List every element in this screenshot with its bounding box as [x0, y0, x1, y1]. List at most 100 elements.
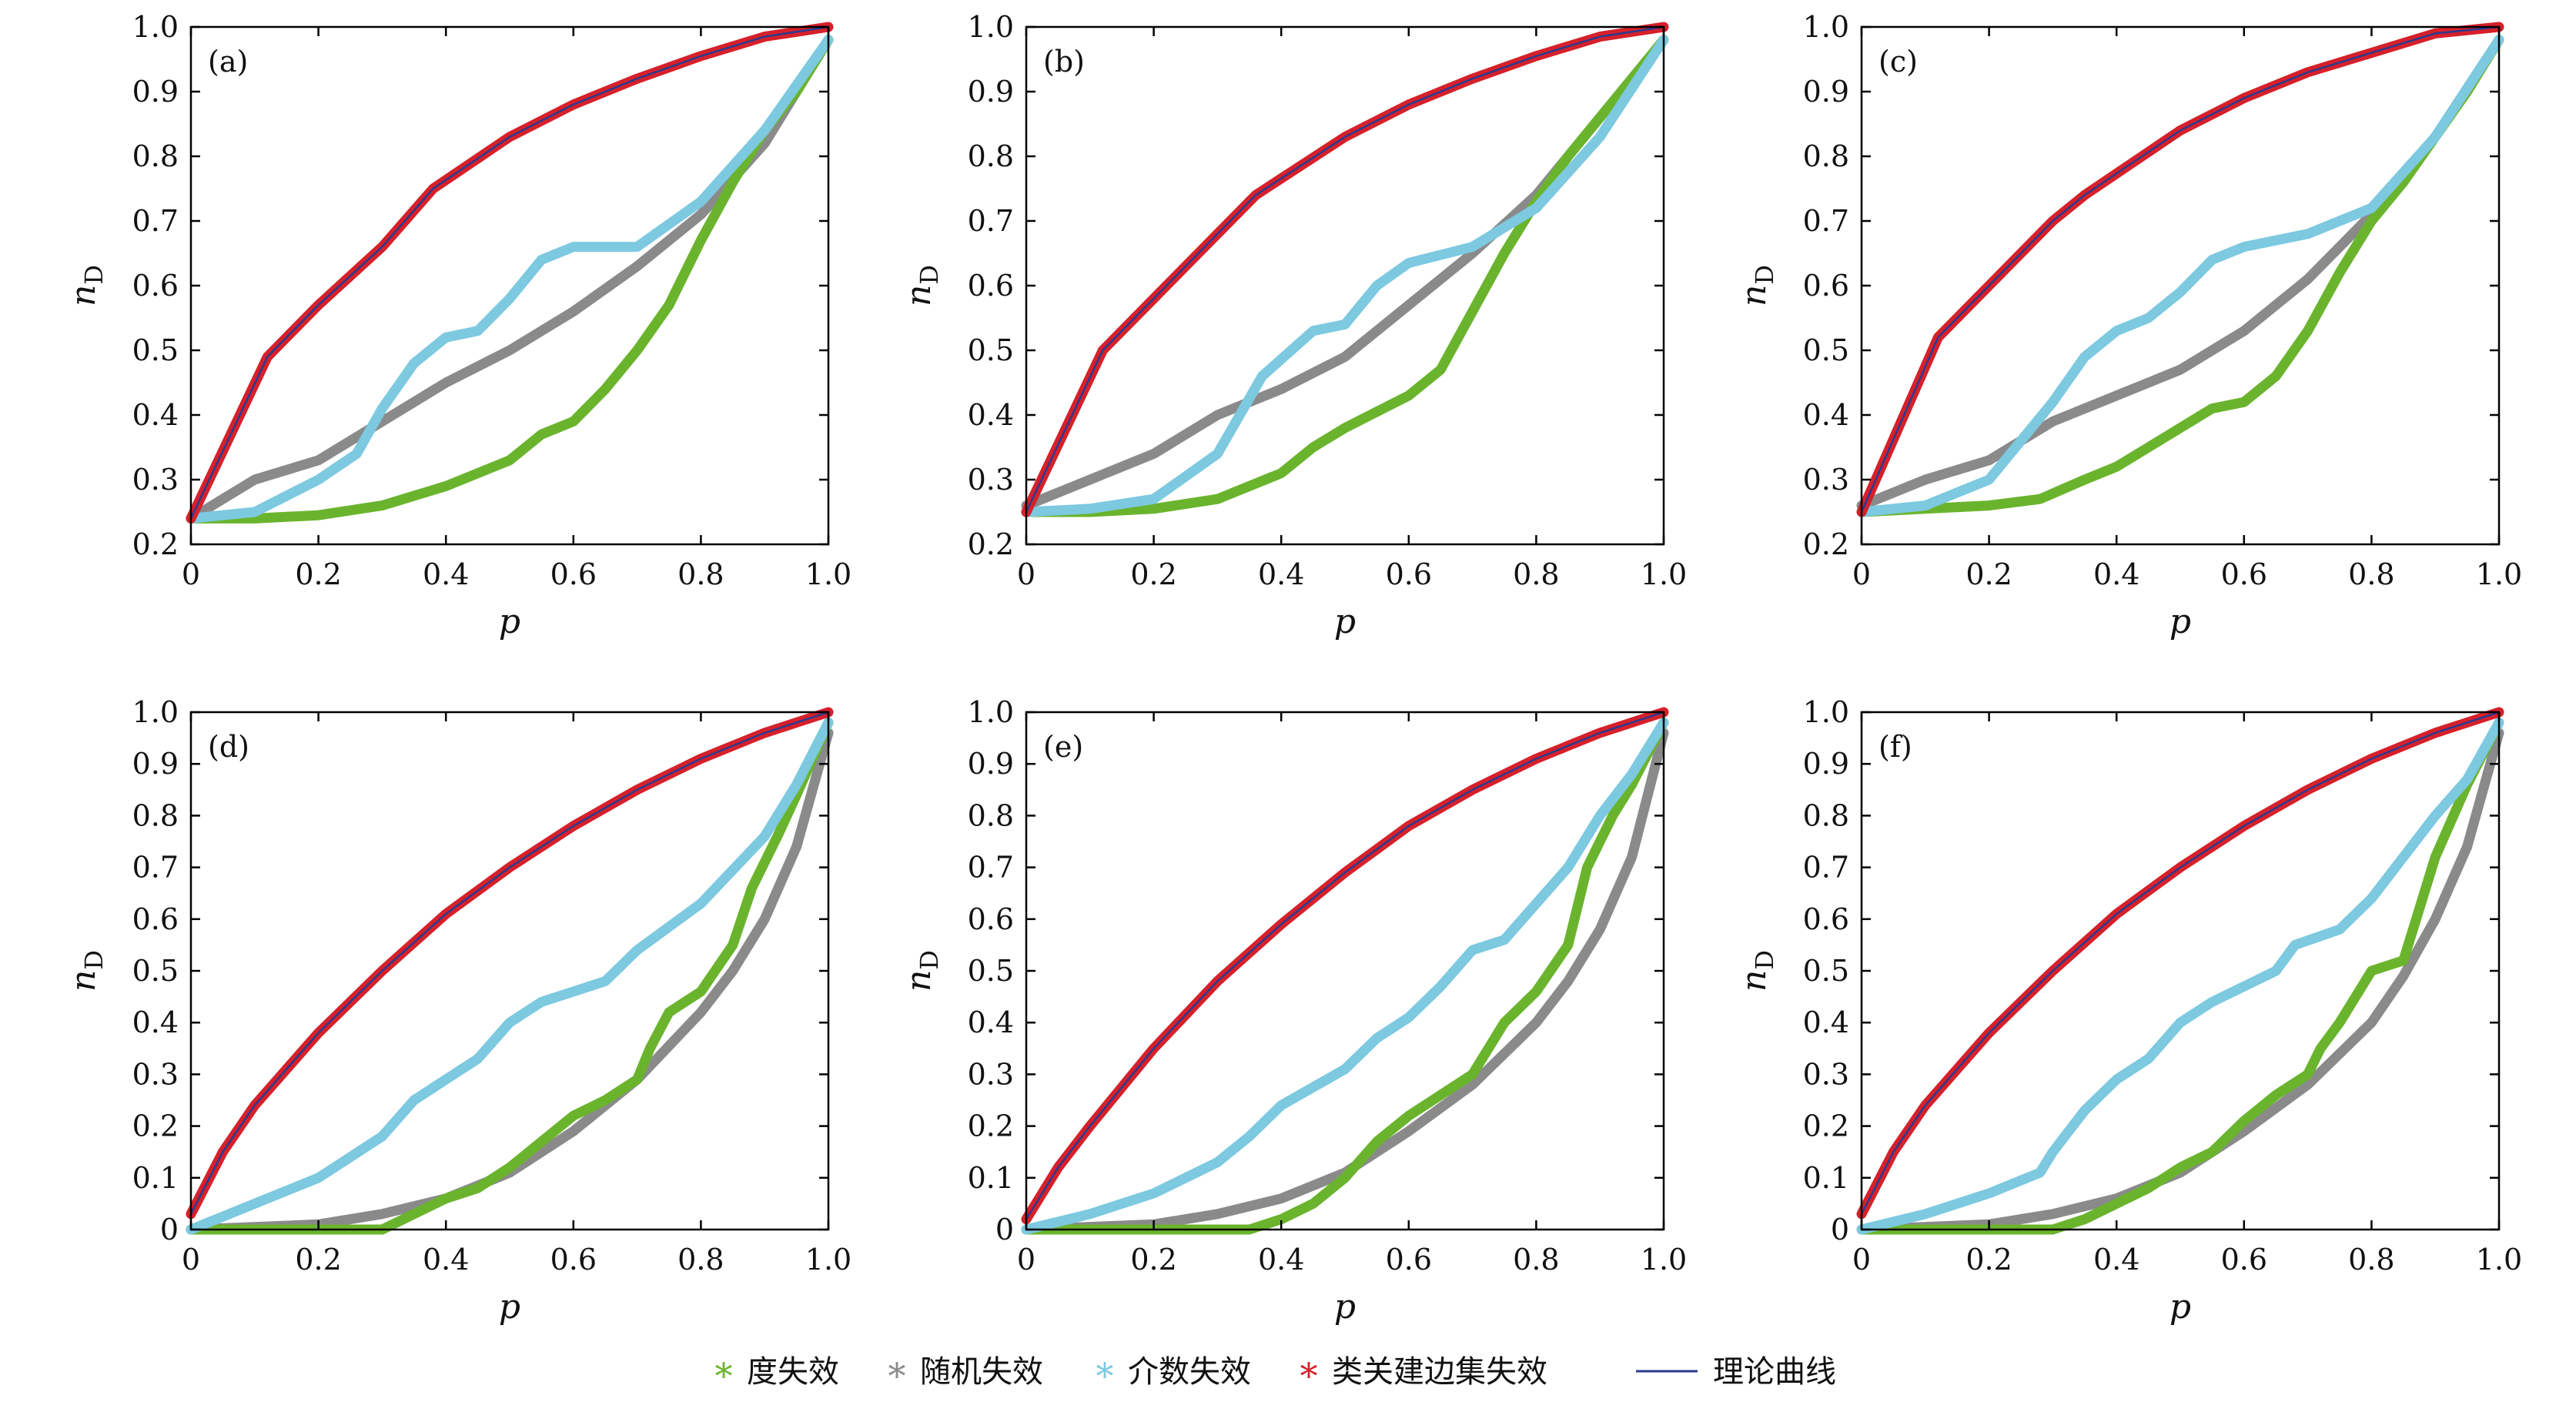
- x-tick-label: 0.8: [677, 557, 724, 591]
- betweenness-series: [1021, 717, 1669, 1235]
- y-tick-label: 0.7: [968, 851, 1014, 885]
- x-tick-label: 0.8: [1513, 1243, 1559, 1277]
- degree-series: [1021, 35, 1669, 517]
- degree-series: [1856, 35, 2504, 517]
- y-tick-label: 0.5: [132, 954, 179, 988]
- x-tick-label: 0: [1852, 1243, 1871, 1277]
- y-axis-label-sub: D: [79, 265, 109, 285]
- panel-a: 0 0.2 0.4 0.6 0.8 1.00.20.30.40.50.60.70.80.9…: [64, 10, 851, 641]
- y-tick-label: 0.9: [968, 747, 1014, 781]
- degree-series: [1021, 717, 1669, 1235]
- y-tick-label: 0.8: [132, 139, 179, 173]
- y-tick-label: 0: [160, 1213, 179, 1246]
- x-tick-label: 1.0: [1641, 1243, 1687, 1277]
- panel-b: 0 0.2 0.4 0.6 0.8 1.00.20.30.40.50.60.70.80.9…: [899, 10, 1687, 641]
- x-tick-label: 0.2: [295, 557, 341, 591]
- x-tick-label: 0.2: [1130, 1243, 1176, 1277]
- y-tick-label: 0.4: [132, 398, 179, 432]
- panel-tag: (d): [208, 730, 249, 764]
- panel-c: 0 0.2 0.4 0.6 0.8 1.00.20.30.40.50.60.70.80.9…: [1735, 10, 2522, 641]
- y-tick-label: 0.6: [1803, 269, 1849, 303]
- x-tick-label: 0: [1017, 1243, 1035, 1277]
- y-tick-label: 0.4: [1803, 398, 1849, 432]
- y-tick-label: 0.2: [132, 527, 179, 561]
- y-tick-label: 0.5: [132, 333, 179, 367]
- x-tick-label: 0.4: [2093, 557, 2139, 591]
- y-tick-label: 0.3: [132, 463, 179, 497]
- chart-panels: 0 0.2 0.4 0.6 0.8 1.00.20.30.40.50.60.70.80.9…: [64, 10, 2522, 1327]
- legend: * 度失效 * 随机失效 * 介数失效 * 类关建边集失效 理论曲线: [715, 1354, 1837, 1397]
- x-tick-label: 0.8: [2348, 557, 2394, 591]
- x-tick-label: 0.4: [1258, 1243, 1304, 1277]
- x-tick-label: 0.2: [1965, 1243, 2012, 1277]
- y-tick-label: 0.8: [1803, 139, 1849, 173]
- x-axis-label: p: [2170, 602, 2191, 641]
- y-axis-label-main: n: [1735, 970, 1774, 992]
- y-axis-label-main: n: [899, 285, 938, 306]
- x-tick-label: 0: [182, 1243, 200, 1277]
- y-tick-label: 0.2: [1803, 527, 1849, 561]
- y-axis-label-main: n: [64, 970, 103, 992]
- betweenness-series: [186, 35, 834, 524]
- theory-curve: [189, 25, 829, 519]
- random-series: [186, 35, 834, 524]
- y-axis-label: nD: [1735, 950, 1779, 992]
- x-tick-label: 1.0: [2476, 1243, 2522, 1277]
- legend-star-marker: *: [1300, 1355, 1318, 1397]
- plot-frame: [1025, 711, 1665, 1231]
- theory-curve: [1860, 25, 2500, 513]
- y-tick-label: 1.0: [132, 695, 179, 729]
- edgeset-series: [1856, 22, 2504, 517]
- y-tick-label: 0.7: [1803, 851, 1849, 885]
- theory-curve: [1025, 711, 1664, 1220]
- y-tick-label: 0.2: [1803, 1109, 1849, 1143]
- y-tick-label: 0.3: [1803, 1057, 1849, 1091]
- y-tick-label: 0.6: [132, 269, 179, 303]
- x-tick-label: 0.6: [2221, 1243, 2267, 1277]
- y-tick-label: 0.8: [132, 798, 179, 832]
- betweenness-series: [186, 717, 834, 1235]
- y-tick-label: 0: [995, 1213, 1014, 1246]
- x-tick-label: 1.0: [805, 1243, 851, 1277]
- x-tick-label: 0.6: [2221, 557, 2267, 591]
- betweenness-series: [1856, 35, 2504, 517]
- x-tick-label: 0.8: [2348, 1243, 2394, 1277]
- x-tick-label: 0.4: [423, 1243, 469, 1277]
- y-axis-label: nD: [64, 265, 109, 306]
- y-tick-label: 0.6: [1803, 902, 1849, 936]
- panel-tag: (f): [1878, 730, 1912, 764]
- y-tick-label: 0.9: [1803, 747, 1849, 781]
- y-axis-label-main: n: [64, 285, 103, 306]
- y-axis-label-main: n: [899, 970, 938, 992]
- x-axis-label: p: [1334, 602, 1356, 641]
- y-tick-label: 0.5: [968, 333, 1014, 367]
- legend-label-theory: 理论曲线: [1713, 1354, 1836, 1390]
- y-tick-label: 0.6: [968, 902, 1014, 936]
- edgeset-series: [1021, 707, 1669, 1225]
- x-tick-label: 0.8: [677, 1243, 724, 1277]
- y-tick-label: 0.1: [132, 1161, 179, 1195]
- panel-f: 0 0.2 0.4 0.6 0.8 1.0 0 0.1 0.2 0.3 0.4 0.5 0.6 0.7 0.…: [1735, 695, 2522, 1327]
- y-tick-label: 0.9: [132, 75, 179, 109]
- random-series: [1021, 728, 1669, 1235]
- y-tick-label: 0.3: [968, 463, 1014, 497]
- y-tick-label: 0.3: [132, 1057, 179, 1091]
- y-axis-label-sub: D: [915, 950, 944, 970]
- x-tick-label: 0: [1852, 557, 1871, 591]
- y-tick-label: 0.2: [968, 1109, 1014, 1143]
- y-tick-label: 1.0: [968, 10, 1014, 44]
- degree-series: [1856, 717, 2504, 1235]
- legend-label-edgeset: 类关建边集失效: [1332, 1354, 1547, 1390]
- betweenness-series: [1021, 35, 1669, 517]
- y-tick-label: 0.8: [968, 139, 1014, 173]
- x-tick-label: 0.6: [550, 1243, 597, 1277]
- x-tick-label: 0.4: [2093, 1243, 2139, 1277]
- y-tick-label: 0.7: [1803, 204, 1849, 238]
- y-tick-label: 0.6: [132, 902, 179, 936]
- legend-label-betweenness: 介数失效: [1128, 1354, 1251, 1390]
- x-axis-label: p: [499, 1287, 520, 1327]
- random-series: [1856, 728, 2504, 1235]
- y-tick-label: 0.3: [968, 1057, 1014, 1091]
- y-tick-label: 0.3: [1803, 463, 1849, 497]
